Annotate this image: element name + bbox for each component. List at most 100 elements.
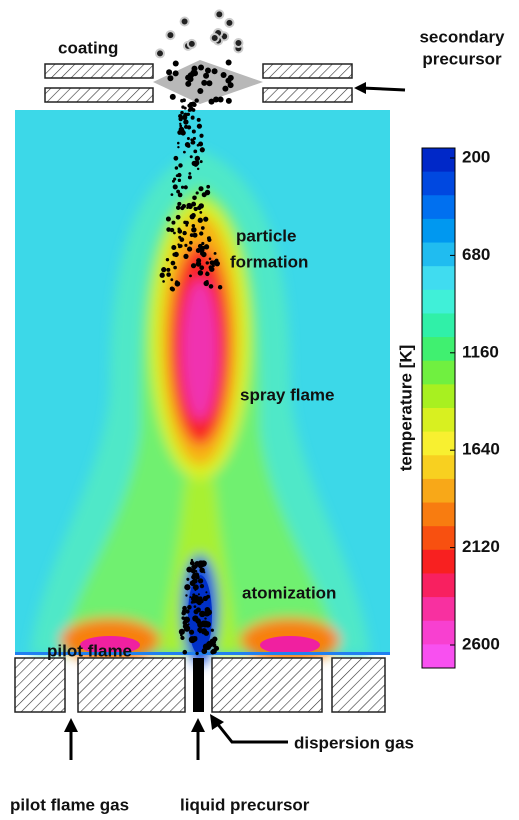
particle <box>187 623 190 626</box>
colorbar-band <box>422 242 455 267</box>
particle <box>172 60 179 67</box>
particle <box>184 243 188 247</box>
particle <box>189 274 192 278</box>
particle <box>194 588 197 591</box>
particle <box>183 119 189 125</box>
particle <box>206 184 211 189</box>
particle <box>213 96 220 103</box>
particle <box>183 220 187 225</box>
label: formation <box>230 252 308 271</box>
particle <box>205 271 209 274</box>
particle <box>206 640 213 648</box>
particle <box>197 88 204 95</box>
particle <box>200 584 204 588</box>
particle <box>200 612 204 616</box>
particle <box>173 265 177 270</box>
particle <box>191 129 196 134</box>
colorbar-band <box>422 431 455 456</box>
particle <box>214 9 225 20</box>
particle <box>197 578 204 584</box>
particle <box>178 245 182 249</box>
particle <box>185 609 190 614</box>
particle <box>174 280 181 287</box>
particle <box>210 628 214 632</box>
particle <box>170 193 174 197</box>
particle <box>203 280 209 287</box>
colorbar-tick-label: 2120 <box>462 537 500 556</box>
particle <box>186 567 192 572</box>
particle <box>170 260 176 266</box>
particle <box>220 71 227 78</box>
particle <box>192 600 196 604</box>
particle <box>211 68 218 75</box>
particle <box>208 284 214 289</box>
particle <box>206 80 213 87</box>
particle <box>196 599 203 606</box>
particle <box>190 558 194 562</box>
particle <box>201 79 208 86</box>
particle <box>186 137 190 141</box>
particle <box>173 155 179 161</box>
coating-plate <box>44 87 154 103</box>
particle <box>209 32 220 43</box>
particle <box>201 241 205 246</box>
particle <box>178 235 182 239</box>
particle <box>177 145 180 149</box>
colorbar-band <box>422 360 455 385</box>
particle <box>165 216 171 222</box>
particle <box>203 610 211 617</box>
particle <box>176 189 181 194</box>
particle <box>191 160 197 166</box>
particle <box>225 59 232 66</box>
particle <box>200 226 205 230</box>
colorbar-band <box>422 195 455 220</box>
particle <box>192 232 198 238</box>
label: pilot flame <box>47 641 132 660</box>
label: secondary <box>419 27 505 46</box>
particle <box>191 223 196 228</box>
particle <box>187 604 192 610</box>
colorbar-band <box>422 313 455 338</box>
particle <box>210 649 216 655</box>
particle <box>194 561 200 567</box>
particle <box>202 620 209 627</box>
particle <box>194 585 199 589</box>
particle <box>209 260 215 266</box>
label: precursor <box>422 49 502 68</box>
particle <box>169 93 176 100</box>
particle <box>169 227 175 233</box>
particle <box>193 572 200 578</box>
colorbar-band <box>422 620 455 645</box>
colorbar-band <box>422 266 455 291</box>
particle <box>195 261 202 267</box>
nozzle-top <box>44 60 406 104</box>
particle <box>171 245 177 251</box>
colorbar-tick-label: 200 <box>462 147 490 166</box>
particle <box>181 129 185 133</box>
particle <box>201 648 208 655</box>
particle <box>178 116 183 122</box>
colorbar: 200 680 1160 1640 2120 2600 <box>421 147 500 669</box>
particle <box>204 67 211 74</box>
particle <box>191 213 196 218</box>
colorbar-tick-label: 2600 <box>462 634 500 653</box>
particle <box>233 37 244 48</box>
particle <box>180 633 183 637</box>
particle <box>177 201 182 206</box>
particle <box>198 596 203 601</box>
particle <box>161 267 167 273</box>
particle <box>175 174 179 178</box>
particle <box>196 167 200 171</box>
particle <box>185 74 192 81</box>
particle <box>180 635 185 641</box>
coating-plate <box>262 87 353 103</box>
particle <box>214 258 219 263</box>
particle <box>193 149 198 154</box>
particle <box>199 265 205 271</box>
particle <box>179 124 183 128</box>
particle <box>174 166 179 170</box>
colorbar-band <box>422 573 455 598</box>
label: atomization <box>242 583 336 602</box>
particle <box>203 630 210 636</box>
particle <box>189 560 195 566</box>
